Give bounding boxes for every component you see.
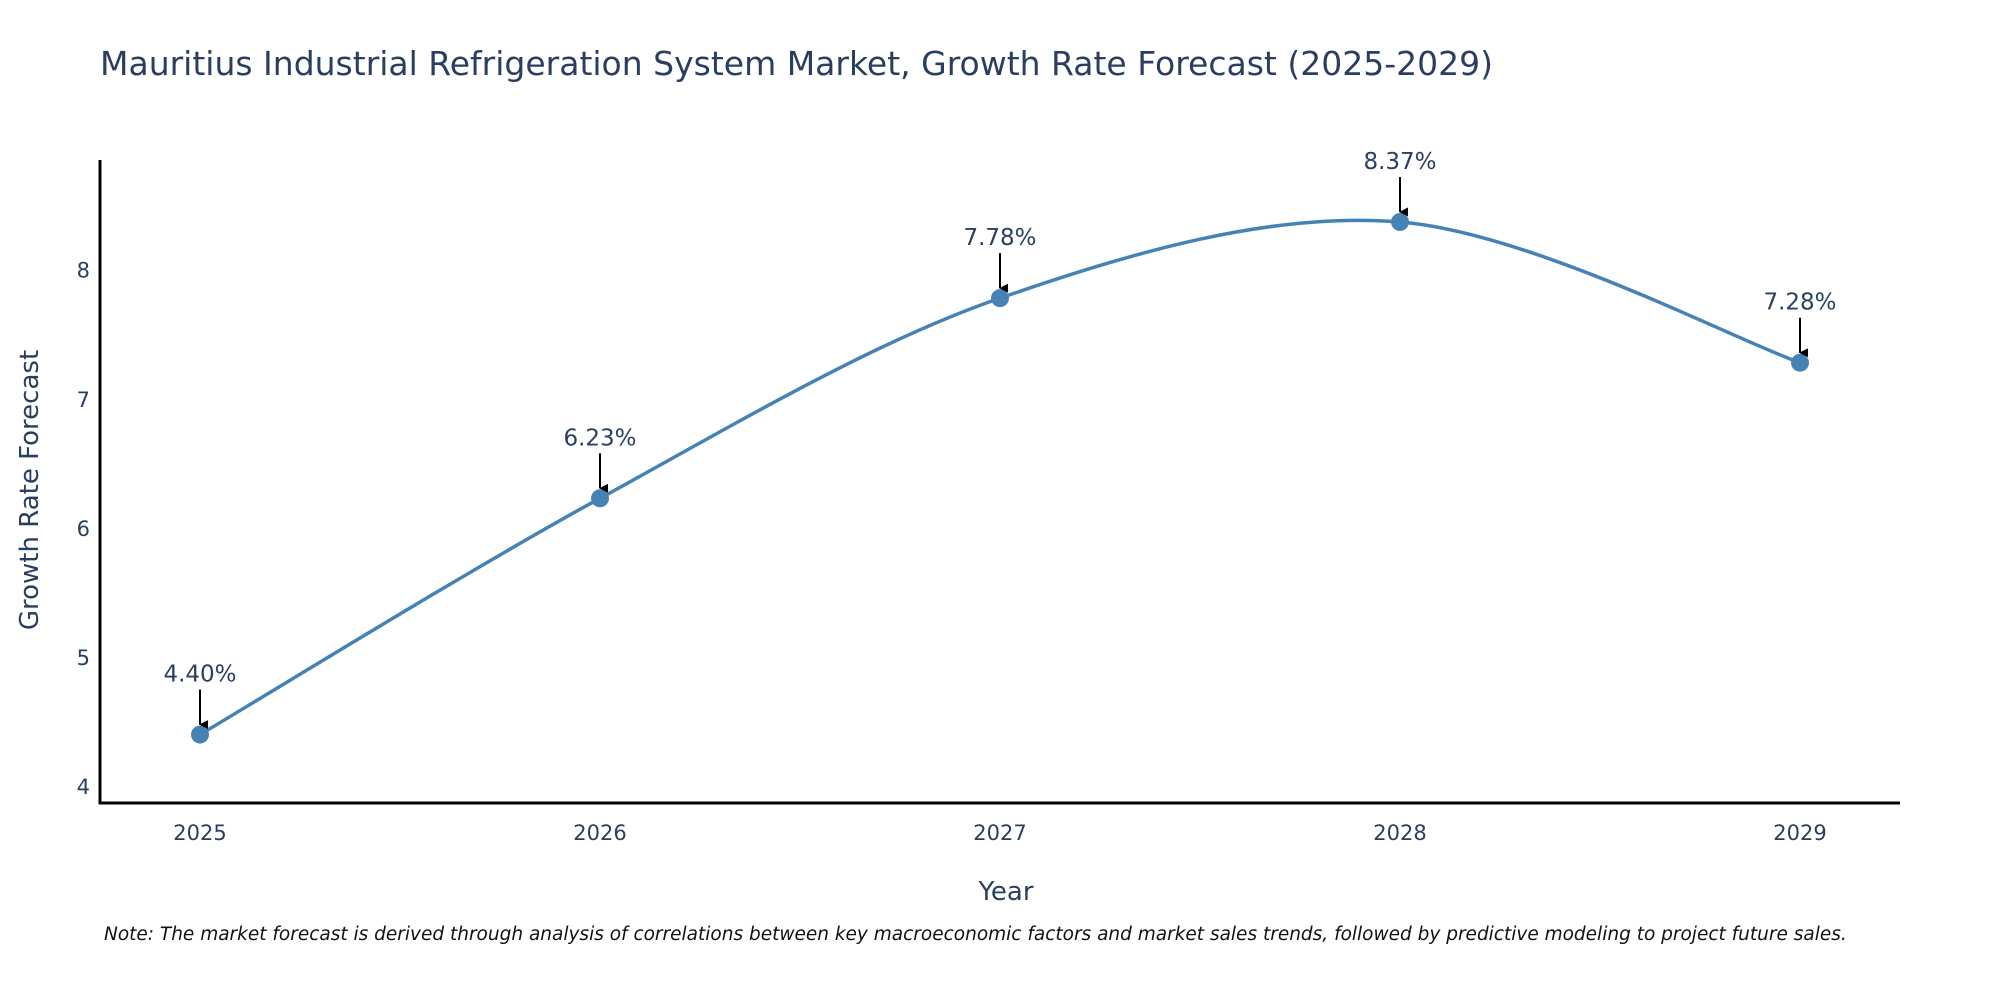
data-point: [1791, 353, 1809, 372]
x-tick-label: 2025: [173, 821, 226, 845]
data-label: 6.23%: [563, 425, 636, 451]
y-tick-label: 8: [77, 259, 90, 283]
y-tick-label: 7: [77, 388, 90, 412]
x-tick-label: 2028: [1373, 821, 1426, 845]
data-point: [991, 289, 1009, 308]
axes: 4 5 6 7 8 2025 2026 2027 2028 2029: [77, 160, 1900, 845]
x-axis-title: Year: [978, 877, 1034, 907]
data-label: 7.28%: [1763, 290, 1836, 316]
x-tick-label: 2029: [1773, 821, 1826, 845]
y-tick-label: 5: [77, 646, 90, 670]
data-point: [1391, 212, 1409, 231]
x-tick-label: 2026: [573, 821, 626, 845]
data-point: [591, 489, 609, 508]
footnote: Note: The market forecast is derived thr…: [104, 924, 1847, 945]
data-label: 4.40%: [163, 662, 236, 688]
annotations: 4.40% 6.23% 7.78% 8.37% 7.28%: [163, 149, 1837, 730]
y-tick-label: 4: [77, 775, 90, 799]
data-label: 7.78%: [963, 225, 1036, 251]
x-tick-label: 2027: [973, 821, 1026, 845]
data-label: 8.37%: [1363, 149, 1436, 175]
chart-title: Mauritius Industrial Refrigeration Syste…: [100, 44, 1493, 83]
series-layer: [191, 212, 1809, 744]
y-tick-label: 6: [77, 517, 90, 541]
data-point: [191, 725, 209, 744]
